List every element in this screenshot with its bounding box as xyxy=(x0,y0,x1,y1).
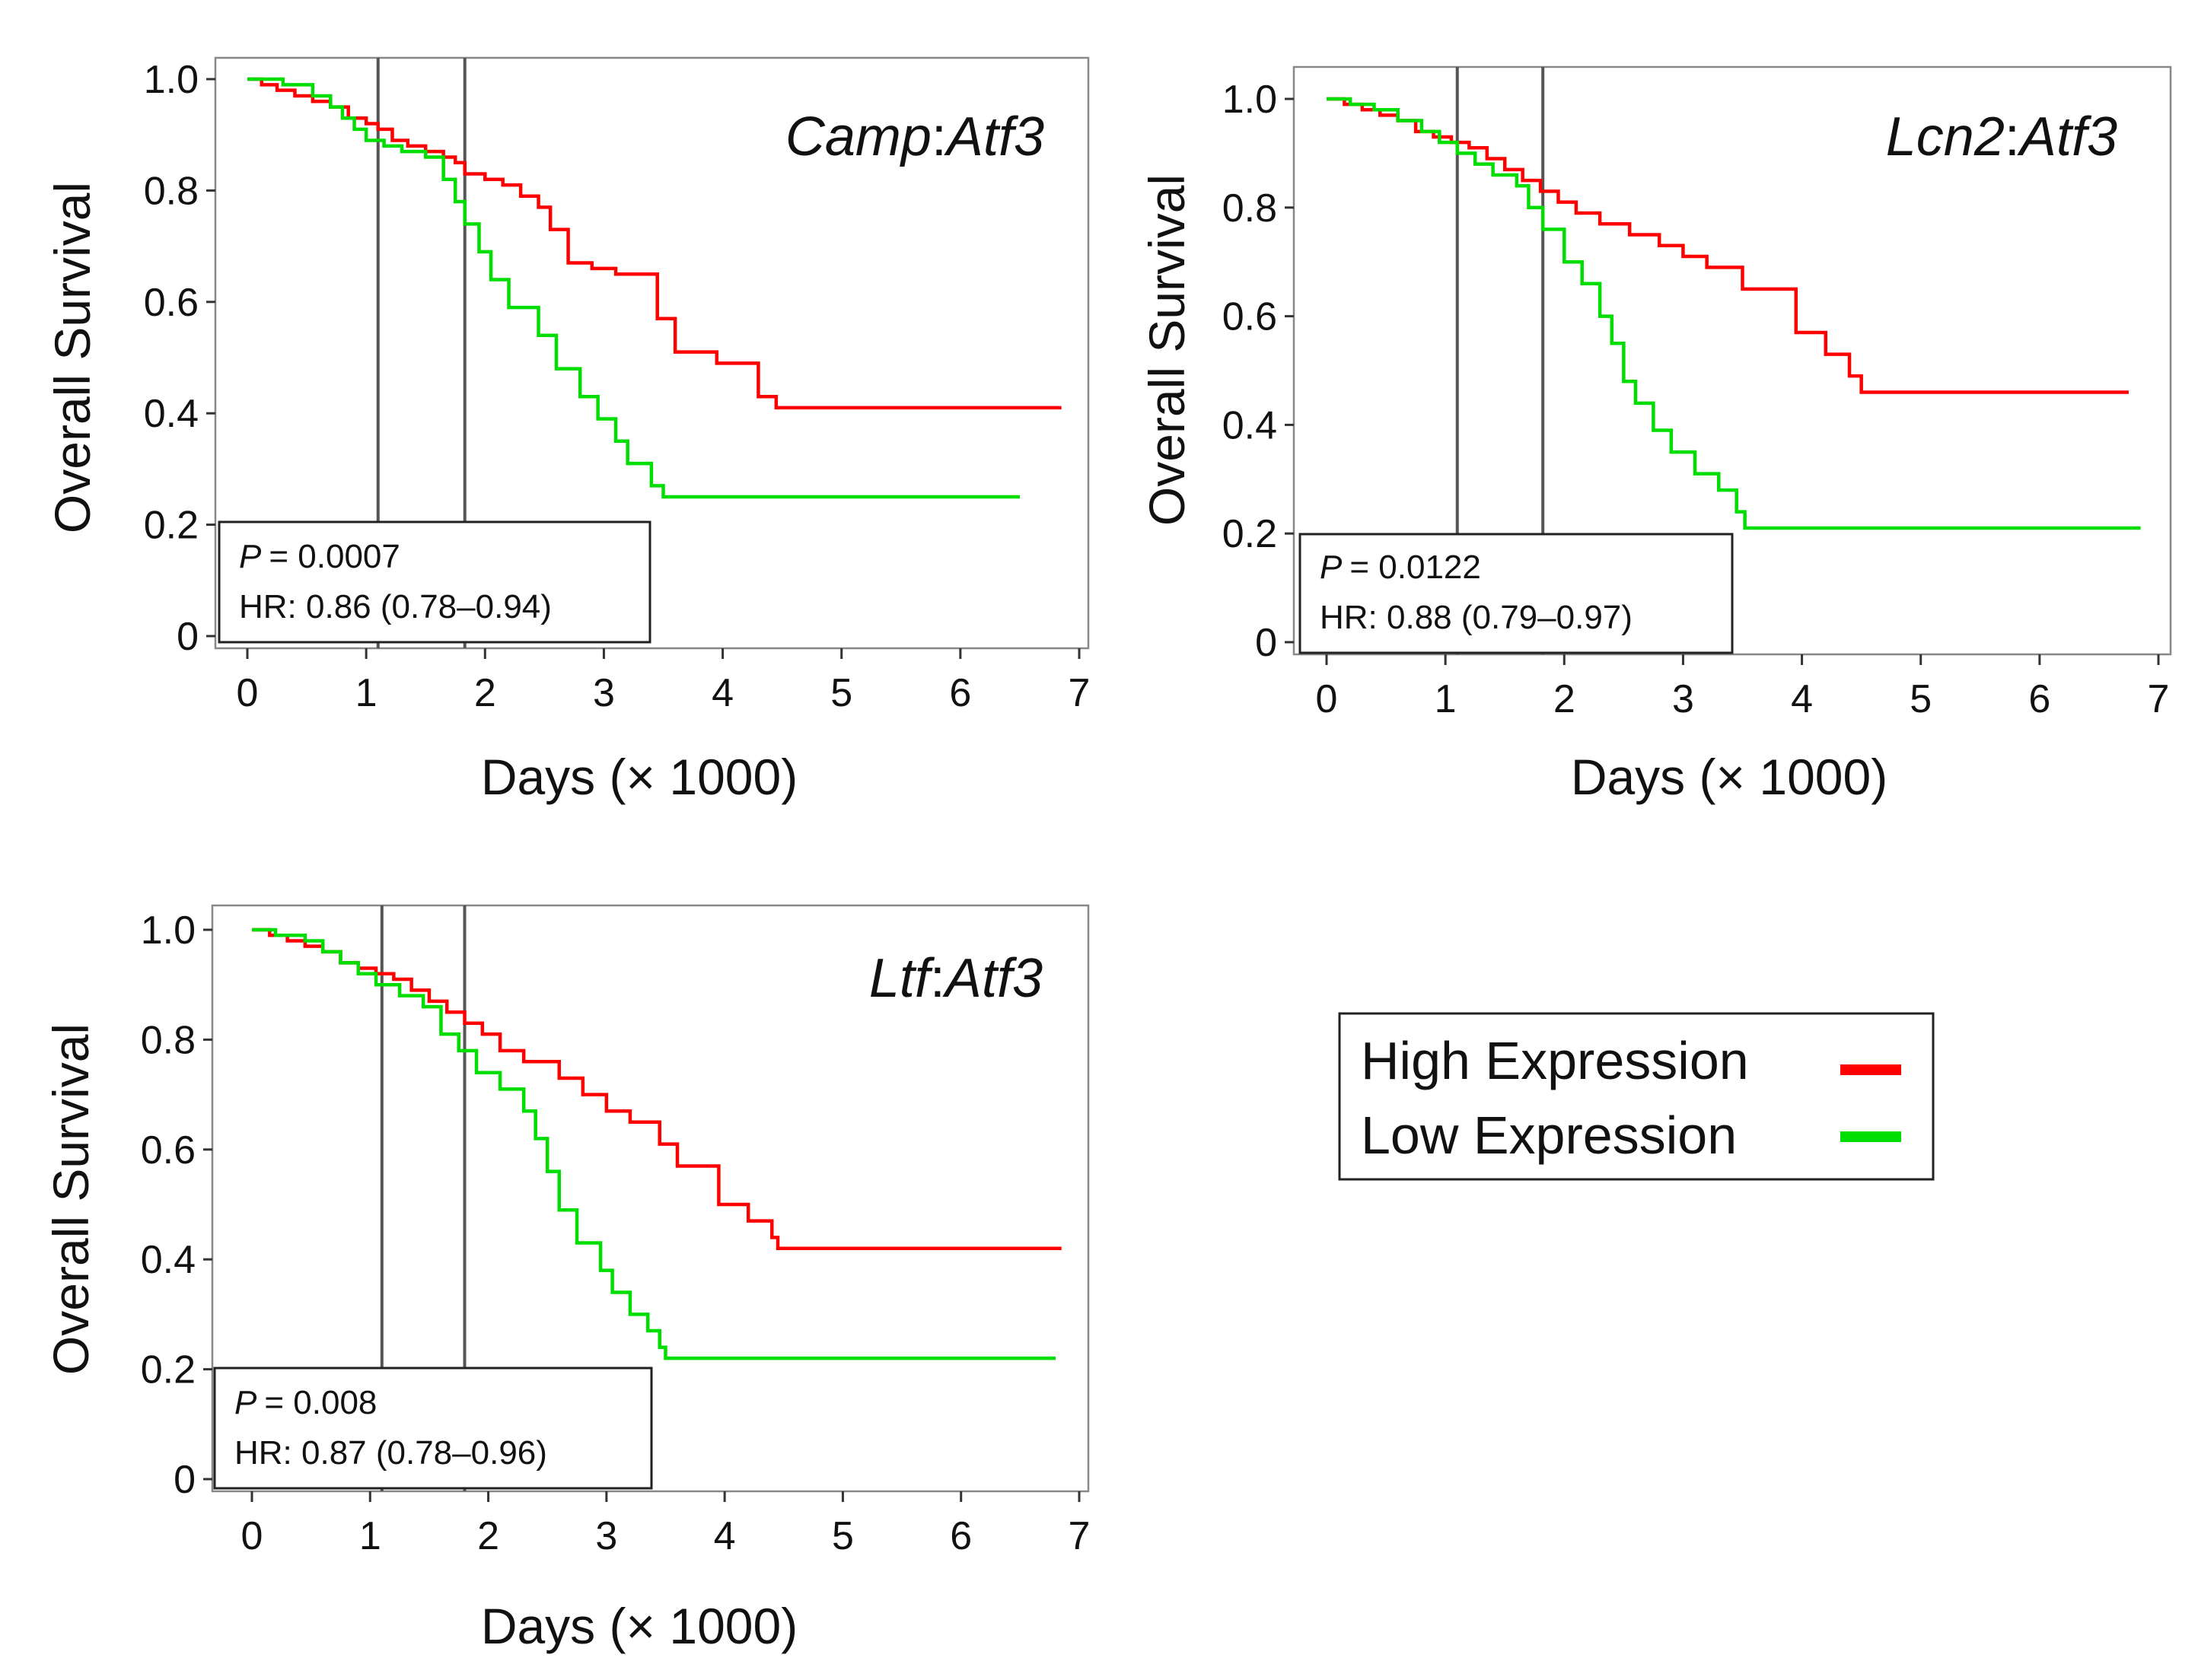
y-tick-label: 0.8 xyxy=(1222,186,1277,231)
stats-box: P = 0.008 HR: 0.87 (0.78–0.96) xyxy=(213,1367,653,1490)
panel-title: Ltf:Atf3 xyxy=(869,948,1043,1009)
x-tick-label: 7 xyxy=(2148,677,2170,721)
y-axis-title: Overall Survival xyxy=(43,1023,99,1375)
x-tick-label: 1 xyxy=(359,1514,381,1558)
y-tick-label: 0 xyxy=(174,1458,196,1502)
plot-frame xyxy=(214,56,1090,650)
p-value-text: P = 0.0122 xyxy=(1320,549,1481,586)
legend: High Expression Low Expression xyxy=(1338,1012,1935,1181)
x-tick-label: 2 xyxy=(1553,677,1575,721)
hazard-ratio-text: HR: 0.87 (0.78–0.96) xyxy=(234,1434,547,1472)
x-axis-title: Days (× 1000) xyxy=(1571,749,1887,805)
panel-title: Camp:Atf3 xyxy=(785,107,1044,167)
panel-title: Lcn2:Atf3 xyxy=(1886,107,2117,167)
p-value-text: P = 0.008 xyxy=(234,1384,377,1421)
y-tick-label: 1.0 xyxy=(144,58,199,102)
x-tick-label: 5 xyxy=(1910,677,1932,721)
y-tick-label: 0 xyxy=(177,615,199,659)
x-tick-label: 6 xyxy=(2028,677,2050,721)
x-axis-title: Days (× 1000) xyxy=(481,749,798,805)
p-value-text: P = 0.0007 xyxy=(239,538,400,575)
low-expression-curve xyxy=(1327,97,2141,530)
y-tick-label: 0.6 xyxy=(141,1128,196,1172)
x-tick-label: 6 xyxy=(950,1514,972,1558)
x-tick-label: 0 xyxy=(241,1514,263,1558)
y-tick-label: 0.8 xyxy=(144,169,199,213)
x-tick-label: 2 xyxy=(474,671,496,715)
plot-area: 0 1 2 3 4 5 6 7 0 0.2 0.4 0.6 0.8 1.0 xyxy=(1222,65,2172,721)
plot-area: 0 1 2 3 4 5 6 7 0 0.2 0.4 0.6 0.8 1.0 xyxy=(144,56,1091,715)
x-tick-label: 4 xyxy=(1791,677,1813,721)
x-tick-label: 4 xyxy=(712,671,734,715)
x-tick-label: 0 xyxy=(1316,677,1338,721)
low-expression-curve xyxy=(252,928,1056,1360)
x-tick-label: 3 xyxy=(593,671,615,715)
stats-box: P = 0.0007 HR: 0.86 (0.78–0.94) xyxy=(218,520,651,644)
y-tick-label: 1.0 xyxy=(141,908,196,953)
y-axis-title: Overall Survival xyxy=(44,182,100,533)
x-tick-label: 3 xyxy=(595,1514,617,1558)
x-tick-label: 5 xyxy=(832,1514,854,1558)
y-tick-label: 0.8 xyxy=(141,1018,196,1062)
survival-panel-camp-atf3: 0 1 2 3 4 5 6 7 0 0.2 0.4 0.6 0.8 1.0 Camp:Atf3 Days … xyxy=(44,56,1091,805)
x-tick-label: 7 xyxy=(1069,1514,1091,1558)
y-tick-label: 0.6 xyxy=(144,281,199,325)
y-tick-label: 0 xyxy=(1255,621,1277,665)
x-tick-label: 5 xyxy=(830,671,852,715)
y-tick-label: 0.4 xyxy=(1222,403,1277,447)
y-tick-label: 0.2 xyxy=(141,1348,196,1392)
low-expression-curve xyxy=(247,77,1020,499)
x-tick-label: 4 xyxy=(714,1514,736,1558)
x-tick-label: 0 xyxy=(237,671,259,715)
x-tick-label: 3 xyxy=(1672,677,1694,721)
x-axis-title: Days (× 1000) xyxy=(481,1598,798,1654)
y-tick-label: 0.6 xyxy=(1222,295,1277,339)
y-tick-label: 0.4 xyxy=(144,392,199,436)
y-axis-title: Overall Survival xyxy=(1139,174,1195,526)
plot-frame xyxy=(211,904,1090,1493)
survival-panel-lcn2-atf3: 0 1 2 3 4 5 6 7 0 0.2 0.4 0.6 0.8 1.0 Lcn2:Atf3 Days … xyxy=(1139,65,2172,805)
x-tick-label: 7 xyxy=(1069,671,1091,715)
x-tick-label: 6 xyxy=(949,671,971,715)
hazard-ratio-text: HR: 0.88 (0.79–0.97) xyxy=(1320,599,1633,636)
y-tick-label: 0.2 xyxy=(1222,512,1277,556)
survival-panel-ltf-atf3: 0 1 2 3 4 5 6 7 0 0.2 0.4 0.6 0.8 1.0 Ltf:Atf3 Days (… xyxy=(43,904,1091,1654)
x-tick-label: 2 xyxy=(477,1514,499,1558)
hazard-ratio-text: HR: 0.86 (0.78–0.94) xyxy=(239,588,552,625)
y-tick-label: 0.2 xyxy=(144,504,199,548)
x-tick-label: 1 xyxy=(355,671,377,715)
legend-label-low: Low Expression xyxy=(1361,1106,1737,1165)
stats-box: P = 0.0122 HR: 0.88 (0.79–0.97) xyxy=(1298,533,1734,654)
plot-area: 0 1 2 3 4 5 6 7 0 0.2 0.4 0.6 0.8 1.0 xyxy=(141,904,1091,1558)
legend-label-high: High Expression xyxy=(1361,1031,1749,1090)
y-tick-label: 1.0 xyxy=(1222,78,1277,122)
x-tick-label: 1 xyxy=(1435,677,1457,721)
y-tick-label: 0.4 xyxy=(141,1238,196,1282)
plot-frame xyxy=(1292,65,2172,656)
